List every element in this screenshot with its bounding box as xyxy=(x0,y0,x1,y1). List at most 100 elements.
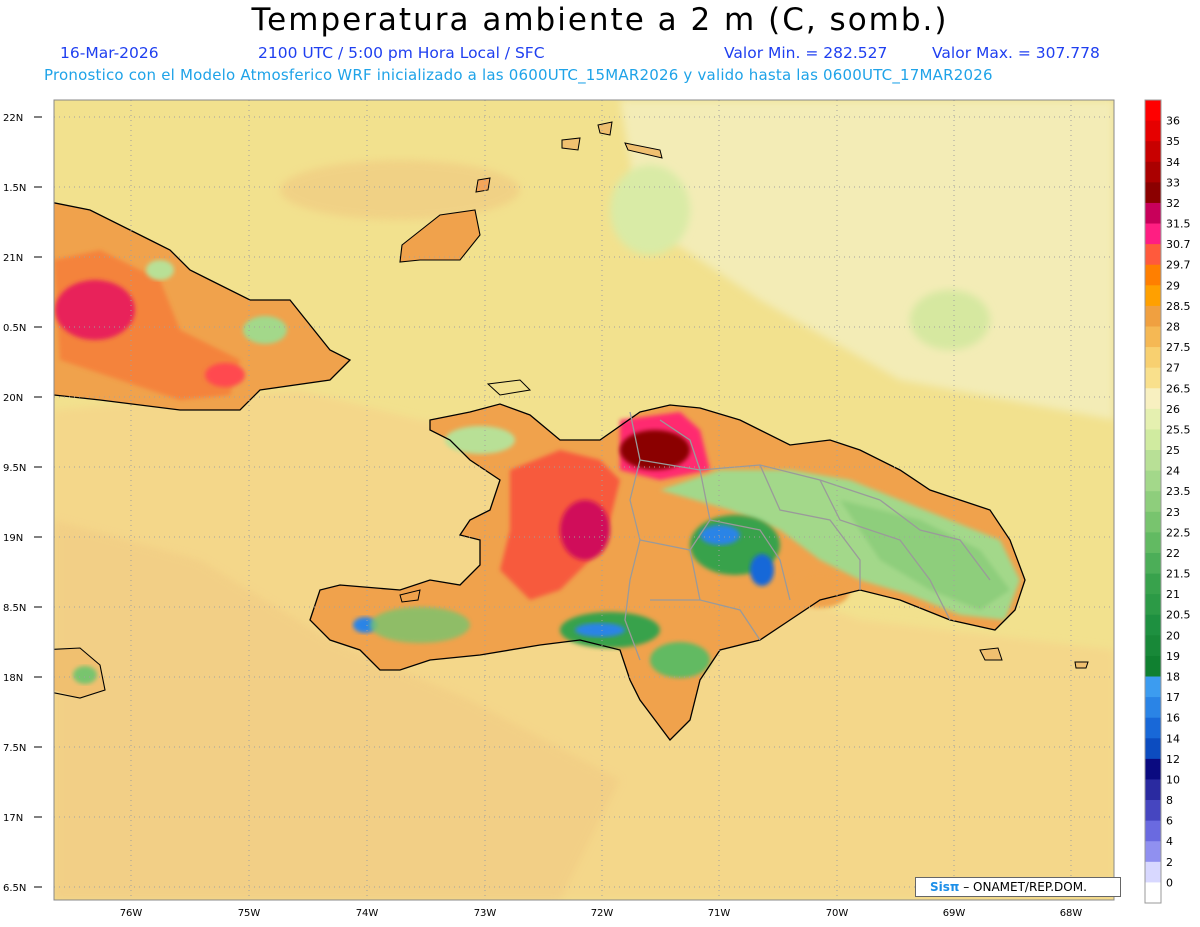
lat-label: 21N xyxy=(3,253,23,264)
colorbar-label: 20.5 xyxy=(1166,609,1191,622)
credit-text: – ONAMET/REP.DOM. xyxy=(959,880,1087,894)
colorbar-swatch xyxy=(1145,738,1161,760)
colorbar-label: 19 xyxy=(1166,650,1180,663)
colorbar-swatch xyxy=(1145,120,1161,142)
colorbar-swatch xyxy=(1145,697,1161,719)
colorbar-label: 21 xyxy=(1166,588,1180,601)
model-info: Pronostico con el Modelo Atmosferico WRF… xyxy=(44,66,993,84)
lat-label: 19N xyxy=(3,533,23,544)
colorbar-swatch xyxy=(1145,347,1161,369)
lat-ticks xyxy=(34,116,42,888)
sispi-logo: Sisπ xyxy=(930,880,960,894)
colorbar-label: 0 xyxy=(1166,876,1173,889)
colorbar-swatch xyxy=(1145,244,1161,266)
island xyxy=(1074,661,1089,669)
colorbar-label: 27 xyxy=(1166,362,1180,375)
lon-label: 76W xyxy=(120,908,143,919)
colorbar-swatch xyxy=(1145,511,1161,533)
colorbar-label: 22 xyxy=(1166,547,1180,560)
lat-label: 9.5N xyxy=(3,463,26,474)
colorbar-swatch xyxy=(1145,573,1161,595)
colorbar-label: 26 xyxy=(1166,403,1180,416)
colorbar-label: 31.5 xyxy=(1166,218,1191,231)
colorbar-swatch xyxy=(1145,161,1161,183)
max-value: Valor Max. = 307.778 xyxy=(932,44,1100,62)
lat-label: 22N xyxy=(3,113,23,124)
colorbar-label: 20 xyxy=(1166,629,1180,642)
province-borders xyxy=(624,411,991,661)
lon-label: 69W xyxy=(943,908,966,919)
colorbar-label: 8 xyxy=(1166,794,1173,807)
colorbar-label: 29 xyxy=(1166,279,1180,292)
lon-label: 70W xyxy=(826,908,849,919)
isla-saona xyxy=(979,647,1003,661)
colorbar-swatch xyxy=(1145,491,1161,513)
colorbar-label: 14 xyxy=(1166,732,1180,745)
colorbar-swatch xyxy=(1145,614,1161,636)
colorbar-label: 24 xyxy=(1166,465,1180,478)
colorbar-label: 18 xyxy=(1166,671,1180,684)
colorbar-swatch xyxy=(1145,223,1161,245)
colorbar-label: 25.5 xyxy=(1166,423,1191,436)
colorbar-label: 28.5 xyxy=(1166,300,1191,313)
lon-label: 72W xyxy=(591,908,614,919)
colorbar-label: 16 xyxy=(1166,712,1180,725)
colorbar-swatch xyxy=(1145,758,1161,780)
island-inagua xyxy=(399,209,481,263)
colorbar-swatch xyxy=(1145,367,1161,389)
latitude-labels: 22N 1.5N 21N 0.5N 20N 9.5N 19N 8.5N 18N … xyxy=(3,113,26,894)
lat-label: 18N xyxy=(3,673,23,684)
island xyxy=(561,137,581,151)
colorbar-label: 26.5 xyxy=(1166,382,1191,395)
colorbar-swatch xyxy=(1145,450,1161,472)
lon-label: 68W xyxy=(1060,908,1083,919)
colorbar-label: 35 xyxy=(1166,135,1180,148)
colorbar-label: 36 xyxy=(1166,115,1180,128)
colorbar-label: 32 xyxy=(1166,197,1180,210)
colorbar-swatch xyxy=(1145,326,1161,348)
map-title: Temperatura ambiente a 2 m (C, somb.) xyxy=(251,2,949,38)
colorbar-swatch xyxy=(1145,182,1161,204)
green-sea-patch xyxy=(910,290,990,350)
lon-label: 71W xyxy=(708,908,731,919)
colorbar-label: 34 xyxy=(1166,156,1180,169)
colorbar-swatch xyxy=(1145,594,1161,616)
colorbar-swatch xyxy=(1145,141,1161,163)
colorbar-swatch xyxy=(1145,429,1161,451)
lat-label: 6.5N xyxy=(3,883,26,894)
colorbar-label: 25 xyxy=(1166,444,1180,457)
colorbar-label: 30.7 xyxy=(1166,238,1191,251)
min-value: Valor Min. = 282.527 xyxy=(724,44,888,62)
credit-box: Sisπ – ONAMET/REP.DOM. xyxy=(915,877,1121,897)
warm-sea-band xyxy=(54,520,620,900)
colorbar-swatch xyxy=(1145,470,1161,492)
colorbar-swatch xyxy=(1145,779,1161,801)
colorbar-swatch xyxy=(1145,655,1161,677)
lat-label: 0.5N xyxy=(3,323,26,334)
cuba-coastline xyxy=(54,202,352,411)
lat-label: 1.5N xyxy=(3,183,26,194)
colorbar-legend: 363534333231.530.729.72928.52827.52726.5… xyxy=(1144,99,1191,904)
forecast-time: 2100 UTC / 5:00 pm Hora Local / SFC xyxy=(258,44,545,62)
lon-label: 73W xyxy=(474,908,497,919)
colorbar-swatch xyxy=(1145,532,1161,554)
hispaniola-coastline xyxy=(309,403,1026,741)
colorbar-swatch xyxy=(1145,388,1161,410)
island-tortuga xyxy=(486,379,532,396)
lat-lon-grid xyxy=(54,100,1114,900)
colorbar-swatch xyxy=(1145,841,1161,863)
cool-sea-north xyxy=(620,100,1114,420)
colorbar-swatch xyxy=(1145,285,1161,307)
colorbar-label: 10 xyxy=(1166,773,1180,786)
colorbar-label: 4 xyxy=(1166,835,1173,848)
colorbar-swatch xyxy=(1145,100,1161,121)
colorbar-label: 2 xyxy=(1166,856,1173,869)
colorbar-swatch xyxy=(1145,861,1161,883)
colorbar-swatch xyxy=(1145,264,1161,286)
colorbar-swatch xyxy=(1145,717,1161,739)
colorbar-swatch xyxy=(1145,408,1161,430)
colorbar-swatch xyxy=(1145,305,1161,327)
jamaica-coastline xyxy=(54,647,106,699)
colorbar-label: 33 xyxy=(1166,176,1180,189)
